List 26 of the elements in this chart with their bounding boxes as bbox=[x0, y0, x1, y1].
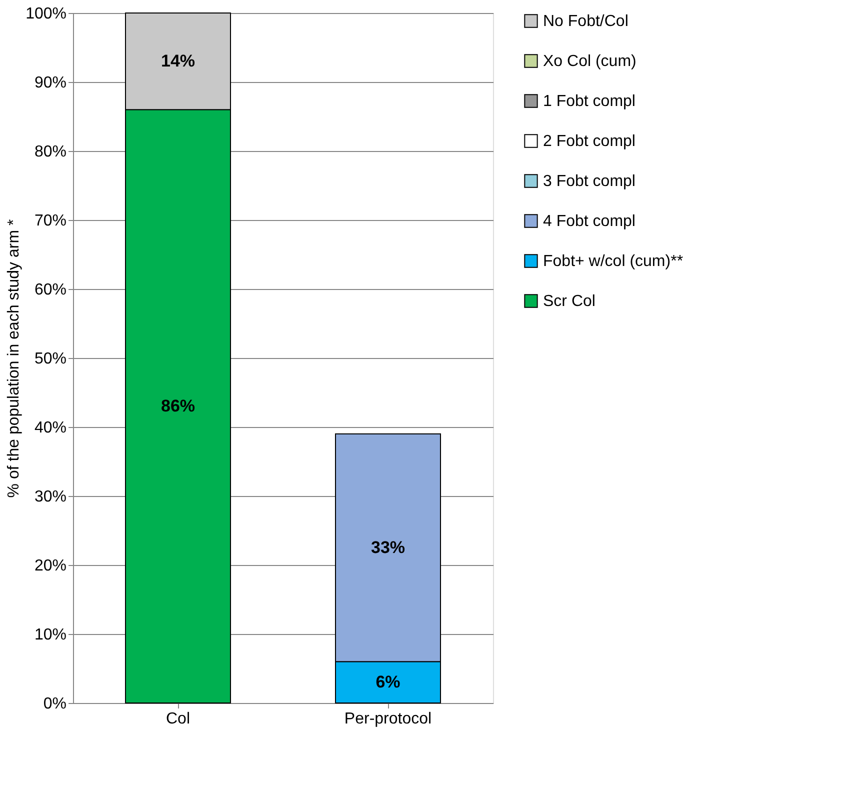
legend-label: 2 Fobt compl bbox=[543, 133, 636, 150]
y-tick-label: 100% bbox=[26, 6, 66, 22]
legend-label: Xo Col (cum) bbox=[543, 53, 636, 70]
y-tick-label: 30% bbox=[34, 488, 66, 506]
legend-label: 4 Fobt compl bbox=[543, 213, 636, 230]
legend-label: No Fobt/Col bbox=[543, 13, 628, 30]
data-label: 14% bbox=[160, 51, 196, 70]
data-label: 33% bbox=[370, 538, 406, 557]
y-tick-label: 20% bbox=[34, 558, 66, 574]
legend-label: 3 Fobt compl bbox=[543, 173, 636, 190]
x-tick-label: Col bbox=[166, 710, 190, 728]
data-label: 6% bbox=[376, 672, 400, 692]
y-axis-title: % of the population in each study arm * bbox=[6, 219, 23, 498]
y-tick-label: 10% bbox=[34, 626, 66, 644]
legend-label: Scr Col bbox=[543, 293, 596, 310]
legend-label: Fobt+ w/col (cum)** bbox=[543, 253, 684, 270]
data-label: 86% bbox=[160, 396, 196, 416]
y-tick-label: 0% bbox=[43, 696, 66, 712]
y-tick-label: 70% bbox=[34, 212, 66, 230]
legend-label: 1 Fobt compl bbox=[543, 93, 636, 110]
y-tick-label: 90% bbox=[34, 74, 66, 92]
y-tick-label: 40% bbox=[34, 420, 66, 436]
x-tick-label: Per-protocol bbox=[344, 710, 432, 728]
y-tick-label: 80% bbox=[34, 144, 66, 160]
y-tick-label: 60% bbox=[34, 282, 66, 298]
y-tick-label: 50% bbox=[34, 350, 66, 368]
